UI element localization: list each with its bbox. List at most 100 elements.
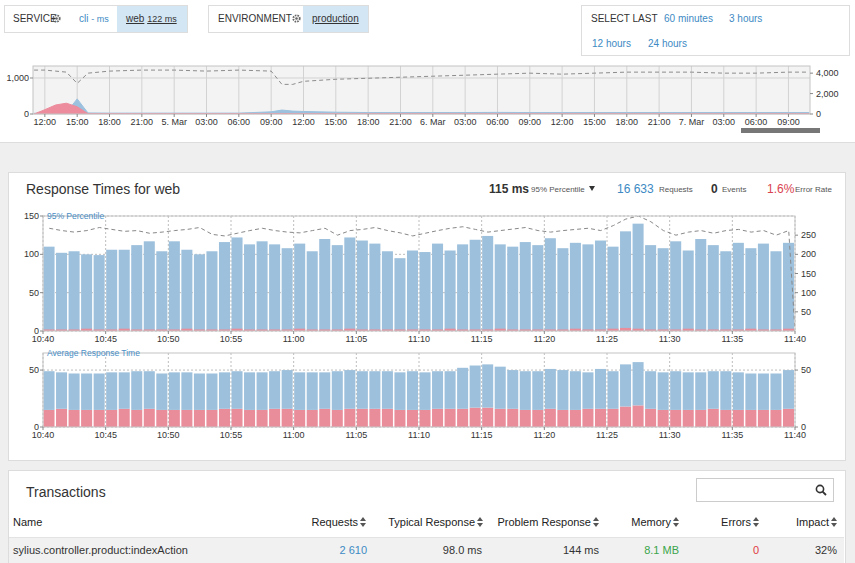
bar [181, 372, 192, 410]
bar [131, 410, 142, 427]
bar [244, 410, 255, 427]
gear-icon[interactable] [292, 14, 301, 23]
y2-tick-label: 4,000 [816, 68, 839, 78]
column-header[interactable]: Impact [796, 517, 829, 528]
line [49, 216, 795, 331]
time-range-option[interactable]: 12 hours [592, 39, 631, 49]
x-tick-label: 12:00 [551, 117, 574, 127]
bar [620, 231, 631, 331]
bar [407, 410, 418, 427]
grid-line-x [626, 66, 627, 114]
bar [382, 371, 393, 409]
grid-line-x [105, 216, 106, 331]
bar [683, 372, 694, 410]
environment-option[interactable]: production [312, 14, 359, 24]
sort-icon[interactable] [360, 517, 366, 527]
dropdown-caret[interactable] [589, 186, 595, 191]
search-box[interactable] [696, 478, 834, 502]
bar [683, 410, 694, 427]
table-cell[interactable]: sylius.controller.product:indexAction [13, 545, 188, 556]
bar [557, 248, 568, 331]
bar [720, 410, 731, 427]
search-icon[interactable] [815, 484, 827, 496]
service-option[interactable]: cli - ms [79, 14, 109, 24]
y2-tick [810, 73, 813, 74]
x-tick-label: 10:45 [94, 430, 117, 440]
bar [119, 409, 130, 427]
grid-line-x [659, 66, 660, 114]
time-brush[interactable] [741, 128, 820, 133]
table-cell[interactable]: 2 610 [339, 545, 367, 556]
requests-value: 16 633 [617, 183, 654, 195]
grid-line-x [544, 216, 545, 331]
column-header[interactable]: Typical Response [388, 517, 475, 528]
service-time[interactable]: 122 ms [147, 14, 177, 24]
sort-down [477, 523, 483, 527]
service-time[interactable]: - ms [91, 14, 109, 24]
plot-frame [43, 216, 795, 331]
percentile-label[interactable]: 95% Percentile [531, 186, 585, 194]
bar [94, 373, 105, 409]
column-header[interactable]: Requests [312, 517, 358, 528]
bar [119, 372, 130, 408]
bar [758, 373, 769, 409]
service-option[interactable]: web 122 ms [126, 14, 177, 24]
sort-icon[interactable] [477, 517, 483, 527]
time-range-option[interactable]: 60 minutes [664, 14, 713, 24]
bar [570, 410, 581, 427]
grid-line-x [400, 66, 401, 114]
bar [495, 244, 506, 331]
bar [420, 252, 431, 331]
plot-area [43, 353, 795, 427]
plot-marks [34, 70, 809, 114]
bar [169, 372, 180, 410]
bar [457, 244, 468, 331]
bar [608, 409, 619, 427]
grid-line-x [356, 353, 357, 427]
column-header[interactable]: Problem Response [497, 517, 591, 528]
service-name[interactable]: web [126, 13, 144, 24]
bar [232, 409, 243, 427]
bar [720, 251, 731, 331]
bar [194, 410, 205, 427]
filter-label: SELECT LAST [591, 14, 658, 24]
filter-label: SERVICE [13, 14, 57, 24]
sort-icon[interactable] [831, 517, 837, 527]
search-handle [823, 492, 826, 495]
x-tick-label: 09:00 [777, 117, 800, 127]
x-tick-label: 11:00 [283, 334, 305, 344]
bar [557, 370, 568, 410]
bar [532, 371, 543, 410]
sort-up [831, 517, 837, 521]
column-header[interactable]: Name [13, 517, 42, 528]
time-range-option[interactable]: 24 hours [648, 39, 687, 49]
bar [482, 364, 493, 407]
bar [357, 241, 368, 331]
bar [232, 371, 243, 409]
chart: 10:4010:4510:5010:5511:0011:0511:1011:15… [29, 348, 811, 440]
x-tick-label: 11:15 [471, 334, 493, 344]
bar [382, 251, 393, 331]
column-header[interactable]: Errors [721, 517, 751, 528]
time-range-option[interactable]: 3 hours [729, 14, 762, 24]
x-tick-label: 11:15 [471, 430, 493, 440]
bar [507, 247, 518, 331]
grid-line-x [497, 66, 498, 114]
sort-icon[interactable] [593, 517, 599, 527]
x-tick-label: 11:05 [345, 334, 367, 344]
x-tick-label: 21:00 [131, 117, 154, 127]
bar [119, 250, 130, 331]
bar [219, 242, 230, 331]
gear-icon[interactable] [52, 14, 61, 23]
service-name[interactable]: cli [79, 13, 88, 24]
bar [269, 244, 280, 331]
grid-line-x [419, 353, 420, 427]
column-header[interactable]: Memory [631, 517, 671, 528]
panel-title: Response Times for web [26, 182, 180, 196]
sort-icon[interactable] [753, 517, 759, 527]
grid-line-x [481, 216, 482, 331]
x-tick-label: 10:50 [157, 430, 180, 440]
sort-icon[interactable] [673, 517, 679, 527]
bar [206, 410, 217, 427]
bar [420, 372, 431, 410]
